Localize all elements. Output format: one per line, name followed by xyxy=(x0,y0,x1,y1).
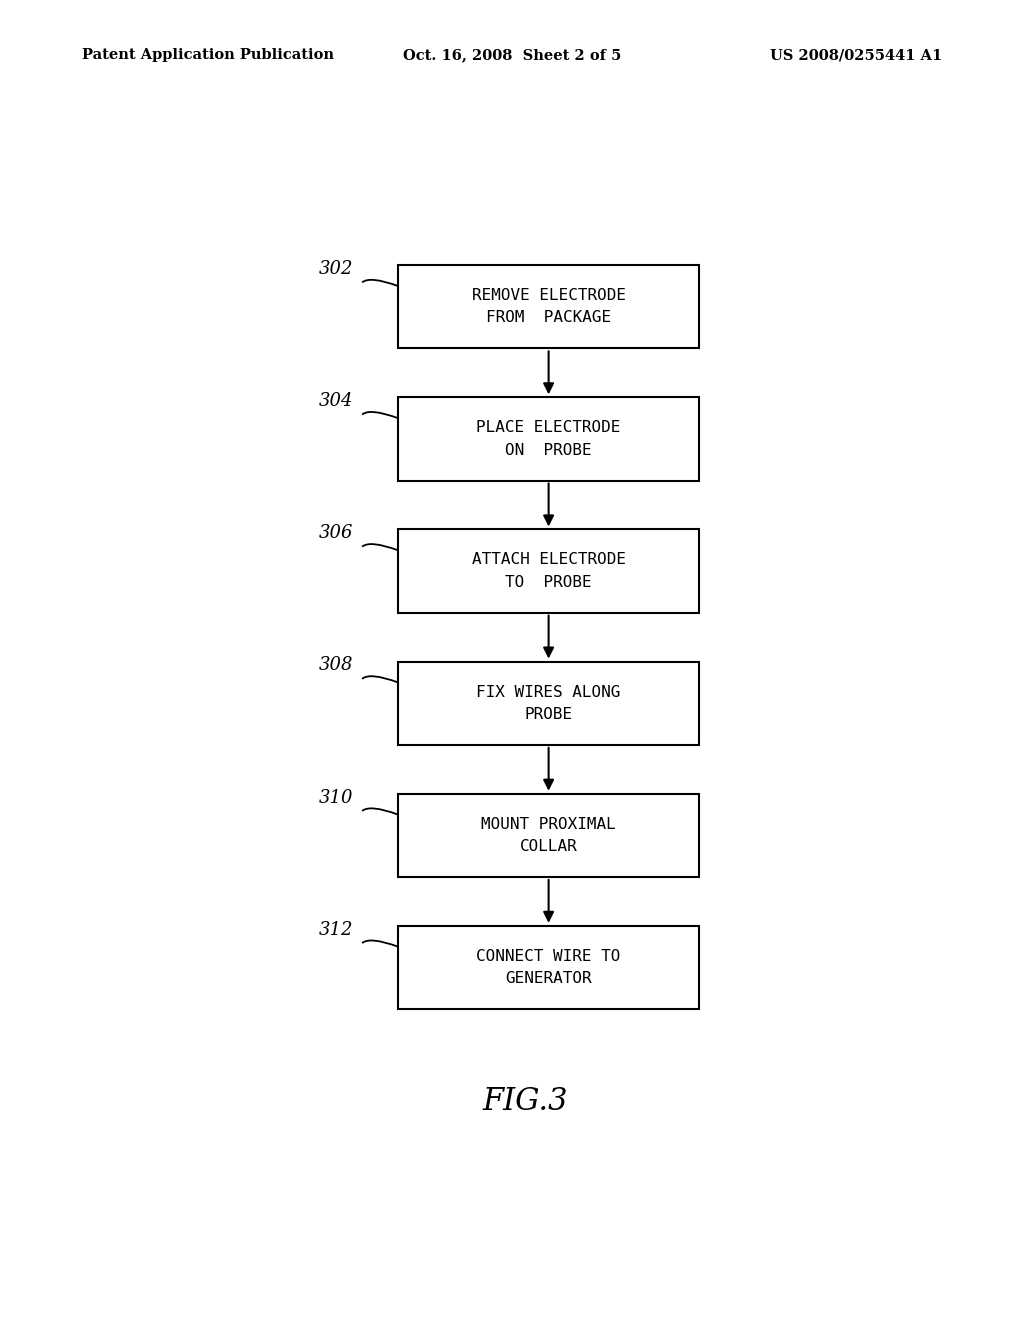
Text: 312: 312 xyxy=(318,921,353,939)
Text: 302: 302 xyxy=(318,260,353,279)
Text: ATTACH ELECTRODE
TO  PROBE: ATTACH ELECTRODE TO PROBE xyxy=(472,553,626,590)
Text: 308: 308 xyxy=(318,656,353,675)
Text: 310: 310 xyxy=(318,788,353,807)
Text: CONNECT WIRE TO
GENERATOR: CONNECT WIRE TO GENERATOR xyxy=(476,949,621,986)
Text: REMOVE ELECTRODE
FROM  PACKAGE: REMOVE ELECTRODE FROM PACKAGE xyxy=(472,288,626,326)
Text: FIX WIRES ALONG
PROBE: FIX WIRES ALONG PROBE xyxy=(476,685,621,722)
Text: 304: 304 xyxy=(318,392,353,411)
Bar xyxy=(397,661,699,744)
Bar xyxy=(397,925,699,1008)
Text: Oct. 16, 2008  Sheet 2 of 5: Oct. 16, 2008 Sheet 2 of 5 xyxy=(402,49,622,62)
Text: Patent Application Publication: Patent Application Publication xyxy=(82,49,334,62)
Text: 306: 306 xyxy=(318,524,353,543)
Text: FIG.3: FIG.3 xyxy=(482,1086,567,1117)
Bar xyxy=(397,529,699,612)
Text: US 2008/0255441 A1: US 2008/0255441 A1 xyxy=(770,49,942,62)
Bar xyxy=(397,397,699,480)
Text: PLACE ELECTRODE
ON  PROBE: PLACE ELECTRODE ON PROBE xyxy=(476,420,621,458)
Bar xyxy=(397,793,699,876)
Bar xyxy=(397,265,699,348)
Text: MOUNT PROXIMAL
COLLAR: MOUNT PROXIMAL COLLAR xyxy=(481,817,616,854)
